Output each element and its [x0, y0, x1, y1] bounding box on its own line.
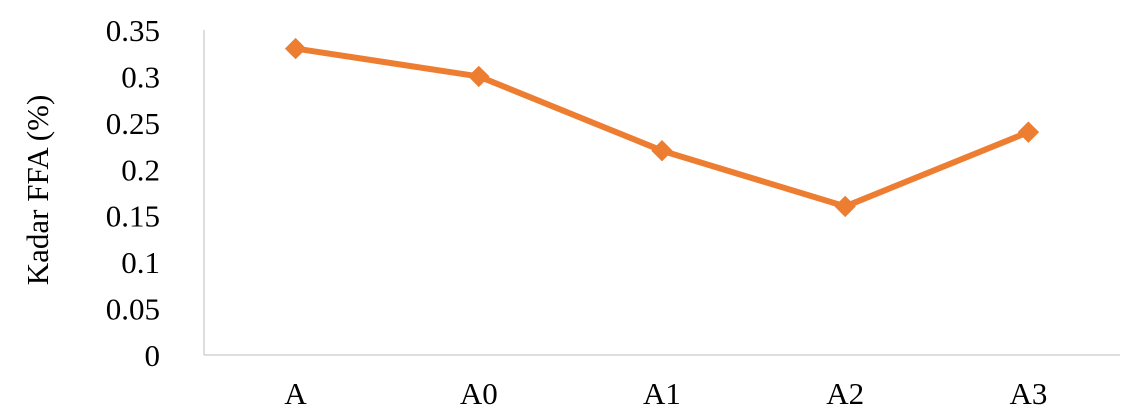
series-layer: [284, 37, 1040, 218]
x-tick-label: A3: [1009, 376, 1047, 405]
x-tick-label: A1: [643, 376, 681, 405]
data-point-marker: [834, 195, 856, 218]
x-tick-labels: A A0 A1 A2 A3: [284, 376, 1047, 405]
data-point-marker: [1017, 121, 1040, 143]
y-tick-label: 0.3: [121, 59, 160, 94]
data-point-marker: [284, 37, 307, 60]
x-tick-label: A2: [826, 376, 864, 405]
y-tick-labels: 0 0.05 0.1 0.15 0.2 0.25 0.3 0.35: [106, 13, 160, 373]
data-point-marker: [651, 140, 673, 162]
y-tick-label: 0.2: [121, 152, 160, 187]
y-tick-label: 0.1: [121, 245, 160, 280]
series-line: [292, 45, 1032, 210]
y-tick-label: 0.15: [106, 199, 160, 234]
y-axis-title: Kadar FFA (%): [20, 95, 55, 286]
y-tick-label: 0.05: [106, 292, 160, 327]
x-tick-label: A: [284, 376, 307, 405]
x-tick-label: A0: [460, 376, 498, 405]
y-tick-label: 0.25: [106, 106, 160, 141]
y-tick-label: 0.35: [106, 13, 160, 48]
y-tick-label: 0: [145, 338, 161, 373]
data-point-marker: [468, 65, 490, 88]
axes: [203, 30, 1120, 356]
